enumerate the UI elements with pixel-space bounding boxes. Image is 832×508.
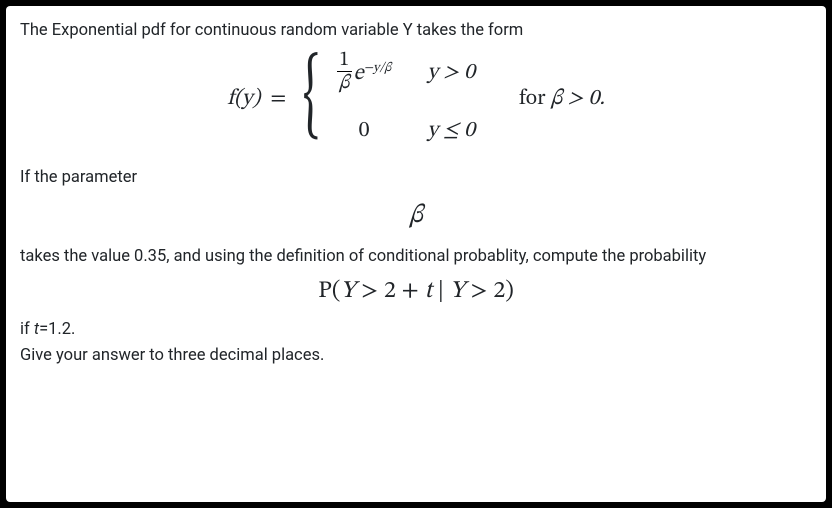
case2-condition: y ≤ 0 <box>427 117 475 147</box>
for-beta-clause: for β > 0. <box>485 85 605 115</box>
e-base: e <box>352 63 364 85</box>
exponent: −y/β <box>364 62 392 75</box>
decimals-line: Give your answer to three decimal places… <box>20 345 812 367</box>
piecewise-definition: f(y) = { 1 β e−y/β y > 0 0 y ≤ 0 for β >… <box>20 48 812 151</box>
if-parameter-line: If the parameter <box>20 167 812 189</box>
lhs: f(y) <box>227 85 260 115</box>
for-word: for <box>519 88 545 110</box>
intro-text: The Exponential pdf for continuous rando… <box>20 21 523 40</box>
takes-value-line: takes the value 0.35, and using the defi… <box>20 246 812 268</box>
fraction-denominator: β <box>337 72 352 93</box>
fraction: 1 β <box>337 50 352 93</box>
if-t-prefix: if <box>20 320 34 339</box>
fraction-numerator: 1 <box>337 50 352 72</box>
zero-value: 0 <box>337 117 391 147</box>
case2-expression: 0 <box>337 117 391 147</box>
case1-condition: y > 0 <box>427 59 475 89</box>
if-t-line: if t=1.2. <box>20 319 812 341</box>
cases-grid: 1 β e−y/β y > 0 0 y ≤ 0 <box>333 48 479 151</box>
beta-gt-zero: β > 0. <box>551 88 605 110</box>
intro-line: The Exponential pdf for continuous rando… <box>20 20 812 42</box>
t-value-text: =1.2. <box>39 320 75 339</box>
probability-expression: P(Y > 2 + t | Y > 2) <box>20 275 812 307</box>
question-card: The Exponential pdf for continuous rando… <box>6 6 826 502</box>
left-brace: { <box>303 59 320 136</box>
equals-sign: = <box>266 85 290 115</box>
case1-expression: 1 β e−y/β <box>337 52 391 95</box>
beta-centered: β <box>20 199 812 234</box>
